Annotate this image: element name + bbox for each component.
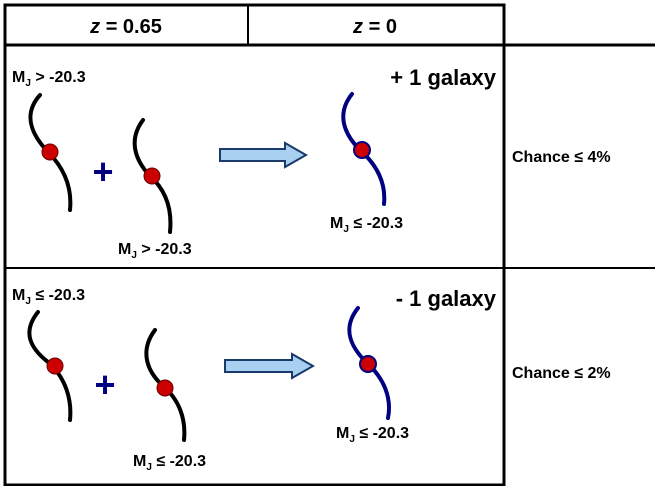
header-z065: z = 0.65 — [89, 16, 162, 38]
row1-progenitor-b-dot — [143, 167, 161, 185]
row1-result-count: + 1 galaxy — [390, 65, 497, 90]
row2-arrow — [224, 352, 316, 380]
row-1: MJ > -20.3 + MJ > -20.3 + 1 galaxy MJ ≤ … — [12, 65, 611, 261]
row2-progenitor-a-dot — [46, 357, 64, 375]
row2-result-count: - 1 galaxy — [396, 286, 497, 311]
row1-plus: + — [92, 151, 113, 192]
row1-top-left-label: MJ > -20.3 — [12, 69, 86, 89]
header-z0: z = 0 — [352, 16, 397, 38]
row1-bottom-left-label: MJ > -20.3 — [118, 241, 192, 261]
row2-chance: Chance ≤ 2% — [512, 365, 611, 382]
row2-bottom-left-label: MJ ≤ -20.3 — [133, 453, 206, 473]
row2-progenitor-b-dot — [156, 379, 174, 397]
row2-top-left-label: MJ ≤ -20.3 — [12, 287, 85, 307]
table-grid — [3, 3, 655, 486]
row1-descendant-dot — [353, 141, 371, 159]
row1-progenitor-a-dot — [41, 143, 59, 161]
row1-result-label: MJ ≤ -20.3 — [330, 215, 403, 235]
row2-descendant-dot — [359, 355, 377, 373]
row2-result-label: MJ ≤ -20.3 — [336, 425, 409, 445]
row2-plus: + — [94, 364, 115, 405]
row1-chance: Chance ≤ 4% — [512, 149, 611, 166]
row-2: MJ ≤ -20.3 + MJ ≤ -20.3 - 1 galaxy MJ ≤ … — [12, 286, 611, 473]
row1-arrow — [219, 141, 309, 169]
